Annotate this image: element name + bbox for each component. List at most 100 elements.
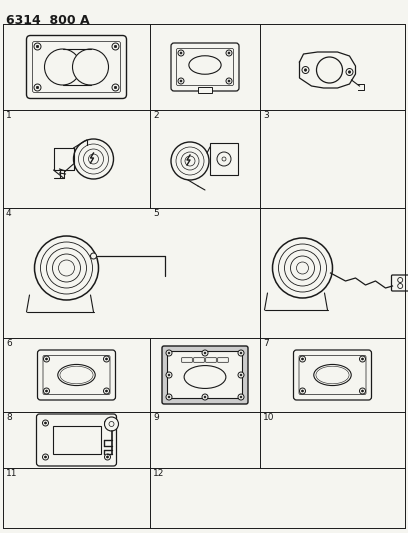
Circle shape [299,356,306,362]
Circle shape [58,260,75,276]
Circle shape [114,86,117,88]
FancyBboxPatch shape [171,43,239,91]
Circle shape [104,417,118,431]
Circle shape [185,156,195,166]
Circle shape [73,49,109,85]
Circle shape [398,278,403,282]
Circle shape [47,248,86,288]
Circle shape [44,356,49,362]
Circle shape [42,454,49,460]
Circle shape [106,422,109,424]
Bar [53,426,100,454]
Circle shape [178,78,184,84]
Circle shape [104,420,111,426]
Circle shape [166,394,172,400]
Circle shape [238,372,244,378]
Circle shape [104,356,109,362]
Circle shape [106,456,109,458]
Circle shape [284,250,321,286]
Circle shape [304,69,307,71]
Text: 6314  800 A: 6314 800 A [6,14,90,27]
Circle shape [106,390,107,392]
Bar [198,87,212,93]
Circle shape [35,236,98,300]
Ellipse shape [60,366,93,384]
Circle shape [171,142,209,180]
Circle shape [297,262,308,274]
Circle shape [180,52,182,54]
Circle shape [302,358,304,360]
Text: 4: 4 [6,209,11,218]
Circle shape [36,45,39,47]
Text: 9: 9 [153,413,159,422]
FancyBboxPatch shape [33,42,120,93]
Circle shape [226,50,232,56]
Circle shape [204,352,206,354]
Circle shape [202,350,208,356]
Circle shape [112,43,119,50]
Circle shape [104,388,109,394]
Circle shape [166,372,172,378]
Text: 7: 7 [263,339,269,348]
Circle shape [73,139,113,179]
Ellipse shape [316,366,349,384]
Circle shape [178,50,184,56]
Circle shape [302,67,309,74]
Circle shape [44,422,47,424]
Ellipse shape [189,56,221,74]
Circle shape [204,396,206,398]
Circle shape [279,244,326,292]
Circle shape [346,69,353,76]
Text: 5: 5 [153,209,159,218]
Circle shape [34,84,41,91]
Circle shape [44,456,47,458]
Circle shape [46,390,47,392]
Circle shape [361,390,364,392]
FancyBboxPatch shape [43,356,110,394]
Circle shape [228,80,230,82]
Circle shape [168,352,170,354]
Circle shape [226,78,232,84]
Circle shape [40,242,93,294]
Circle shape [53,254,80,282]
FancyBboxPatch shape [293,350,372,400]
Circle shape [176,147,204,175]
Ellipse shape [314,365,351,385]
FancyBboxPatch shape [182,358,192,362]
Circle shape [109,422,114,426]
Circle shape [359,388,366,394]
FancyBboxPatch shape [27,36,126,99]
Circle shape [104,454,111,460]
Text: 1: 1 [6,111,12,120]
Circle shape [361,358,364,360]
FancyBboxPatch shape [162,346,248,404]
Circle shape [299,388,306,394]
Circle shape [168,374,170,376]
Text: 8: 8 [6,413,12,422]
Text: 10: 10 [263,413,275,422]
Circle shape [46,358,47,360]
Circle shape [290,256,315,280]
Text: 3: 3 [263,111,269,120]
Circle shape [217,152,231,166]
Circle shape [240,396,242,398]
Circle shape [398,284,403,288]
Circle shape [106,358,107,360]
Text: 6: 6 [6,339,12,348]
Circle shape [181,152,199,170]
Text: 12: 12 [153,469,164,478]
Circle shape [222,157,226,161]
Circle shape [228,52,230,54]
Circle shape [302,390,304,392]
Circle shape [84,149,104,169]
FancyBboxPatch shape [194,358,204,362]
Ellipse shape [184,366,226,389]
Text: 2: 2 [153,111,159,120]
Circle shape [238,350,244,356]
Circle shape [166,350,172,356]
Circle shape [168,396,170,398]
Circle shape [359,356,366,362]
Circle shape [240,374,242,376]
Bar [210,143,238,175]
FancyBboxPatch shape [168,351,242,399]
